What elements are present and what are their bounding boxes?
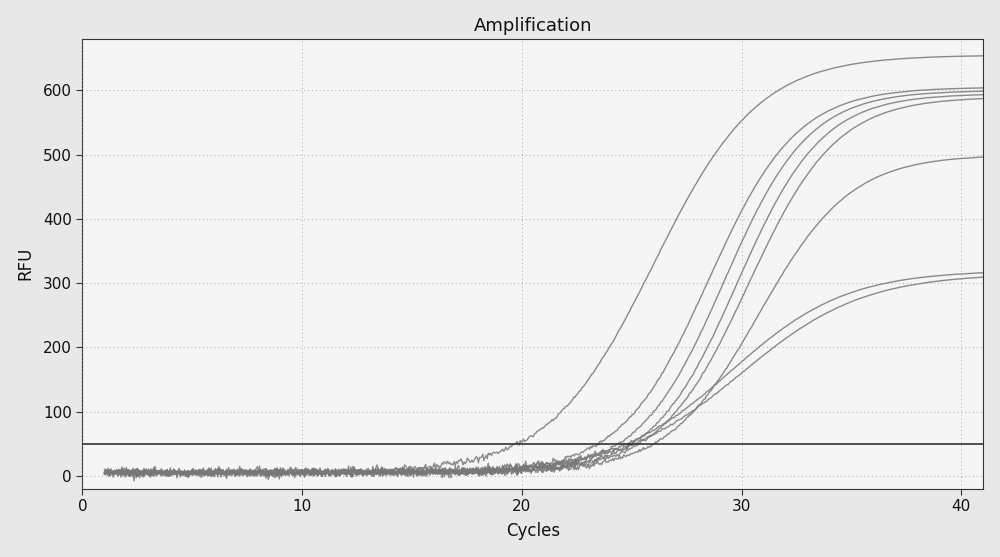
Title: Amplification: Amplification — [474, 17, 592, 35]
Y-axis label: RFU: RFU — [17, 247, 35, 281]
X-axis label: Cycles: Cycles — [506, 522, 560, 540]
